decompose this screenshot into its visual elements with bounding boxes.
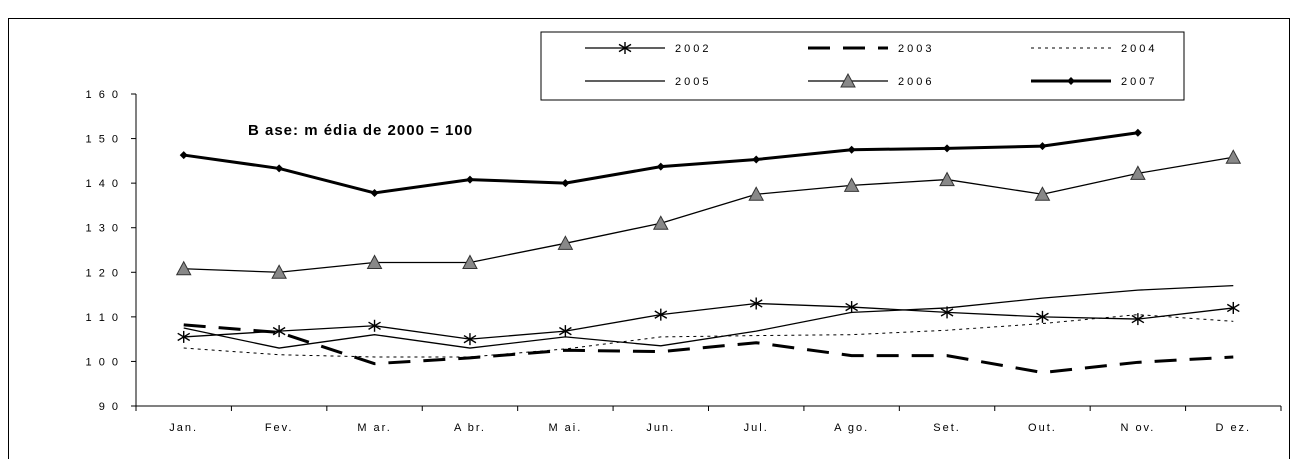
- point-legend-2007: [1067, 77, 1075, 85]
- point-2007: [561, 179, 570, 188]
- point-2006: [1130, 165, 1146, 180]
- point-2002: [845, 301, 858, 314]
- y-tick-label: 1 1 0: [86, 312, 120, 324]
- point-2007: [943, 144, 952, 153]
- legend-label-2007: 2007: [1121, 76, 1157, 88]
- point-2006: [939, 171, 955, 187]
- y-tick-label: 1 5 0: [86, 134, 120, 146]
- x-tick-label: Out.: [1028, 422, 1057, 434]
- point-2006: [652, 215, 669, 230]
- legend-label-2002: 2002: [675, 43, 711, 55]
- legend-label-2003: 2003: [898, 43, 934, 55]
- point-2006: [1225, 149, 1242, 164]
- point-2002: [1226, 301, 1240, 314]
- y-tick-label: 9 0: [99, 401, 120, 413]
- point-2007: [656, 162, 665, 171]
- point-2007: [370, 188, 379, 197]
- point-2002: [1131, 313, 1145, 326]
- x-tick-label: M ai.: [548, 422, 582, 434]
- point-2006: [1034, 186, 1051, 201]
- axes: [131, 93, 1282, 411]
- y-tick-label: 1 2 0: [86, 267, 120, 279]
- x-tick-label: Jun.: [646, 422, 675, 434]
- legend: 2002 2003 2004 2005 2006 2007: [540, 31, 1185, 101]
- point-2007: [752, 155, 761, 164]
- point-2002: [1036, 310, 1049, 323]
- x-tick-label: Jul.: [744, 422, 769, 434]
- point-2002: [177, 330, 191, 343]
- point-2002: [368, 319, 381, 332]
- point-2006: [557, 235, 574, 250]
- point-2007: [1038, 142, 1047, 151]
- point-2006: [462, 254, 478, 269]
- y-tick-label: 1 4 0: [86, 178, 120, 190]
- point-2007: [1133, 128, 1142, 137]
- x-tick-label: A go.: [834, 422, 869, 434]
- x-tick-label: N ov.: [1120, 422, 1155, 434]
- x-tick-label: A br.: [454, 422, 486, 434]
- series-lines: [175, 128, 1242, 375]
- point-2006: [271, 264, 287, 279]
- x-tick-label: Jan.: [169, 422, 198, 434]
- point-legend-2006: [840, 72, 856, 88]
- point-2006: [366, 254, 383, 269]
- point-2007: [179, 151, 188, 160]
- point-2007: [847, 145, 856, 154]
- base-annotation: B ase: m édia de 2000 = 100: [248, 122, 473, 139]
- x-tick-label: Set.: [933, 422, 961, 434]
- legend-label-2005: 2005: [675, 76, 711, 88]
- x-tick-labels: Jan. Fev. M ar. A br. M ai. Jun. Jul. A go. Set.…: [169, 422, 1251, 434]
- series-line-2004: [183, 314, 1234, 358]
- legend-box: [540, 31, 1185, 101]
- y-tick-label: 1 6 0: [86, 89, 120, 101]
- series-line-2005: [183, 285, 1234, 349]
- x-tick-label: M ar.: [357, 422, 391, 434]
- series-line-2002: [183, 302, 1234, 340]
- point-2007: [465, 175, 474, 184]
- point-2006: [748, 186, 765, 201]
- point-2002: [559, 325, 572, 338]
- x-tick-label: Fev.: [265, 422, 294, 434]
- point-legend-2002: [618, 42, 632, 54]
- x-tick-label: D ez.: [1215, 422, 1251, 434]
- y-tick-labels: 9 0 1 0 0 1 1 0 1 2 0 1 3 0 1 4 0 1 5 0 1 6 0: [86, 89, 120, 413]
- point-2002: [654, 308, 668, 321]
- y-tick-label: 1 3 0: [86, 223, 120, 235]
- point-2002: [463, 333, 477, 346]
- chart-frame: [8, 18, 1290, 459]
- series-line-2006: [183, 156, 1234, 273]
- legend-label-2006: 2006: [898, 76, 934, 88]
- series-line-2003: [183, 323, 1234, 375]
- point-2006: [843, 177, 860, 192]
- legend-label-2004: 2004: [1121, 43, 1157, 55]
- point-2006: [175, 260, 192, 276]
- y-tick-label: 1 0 0: [86, 356, 120, 368]
- point-2002: [749, 297, 763, 310]
- point-2007: [275, 164, 284, 173]
